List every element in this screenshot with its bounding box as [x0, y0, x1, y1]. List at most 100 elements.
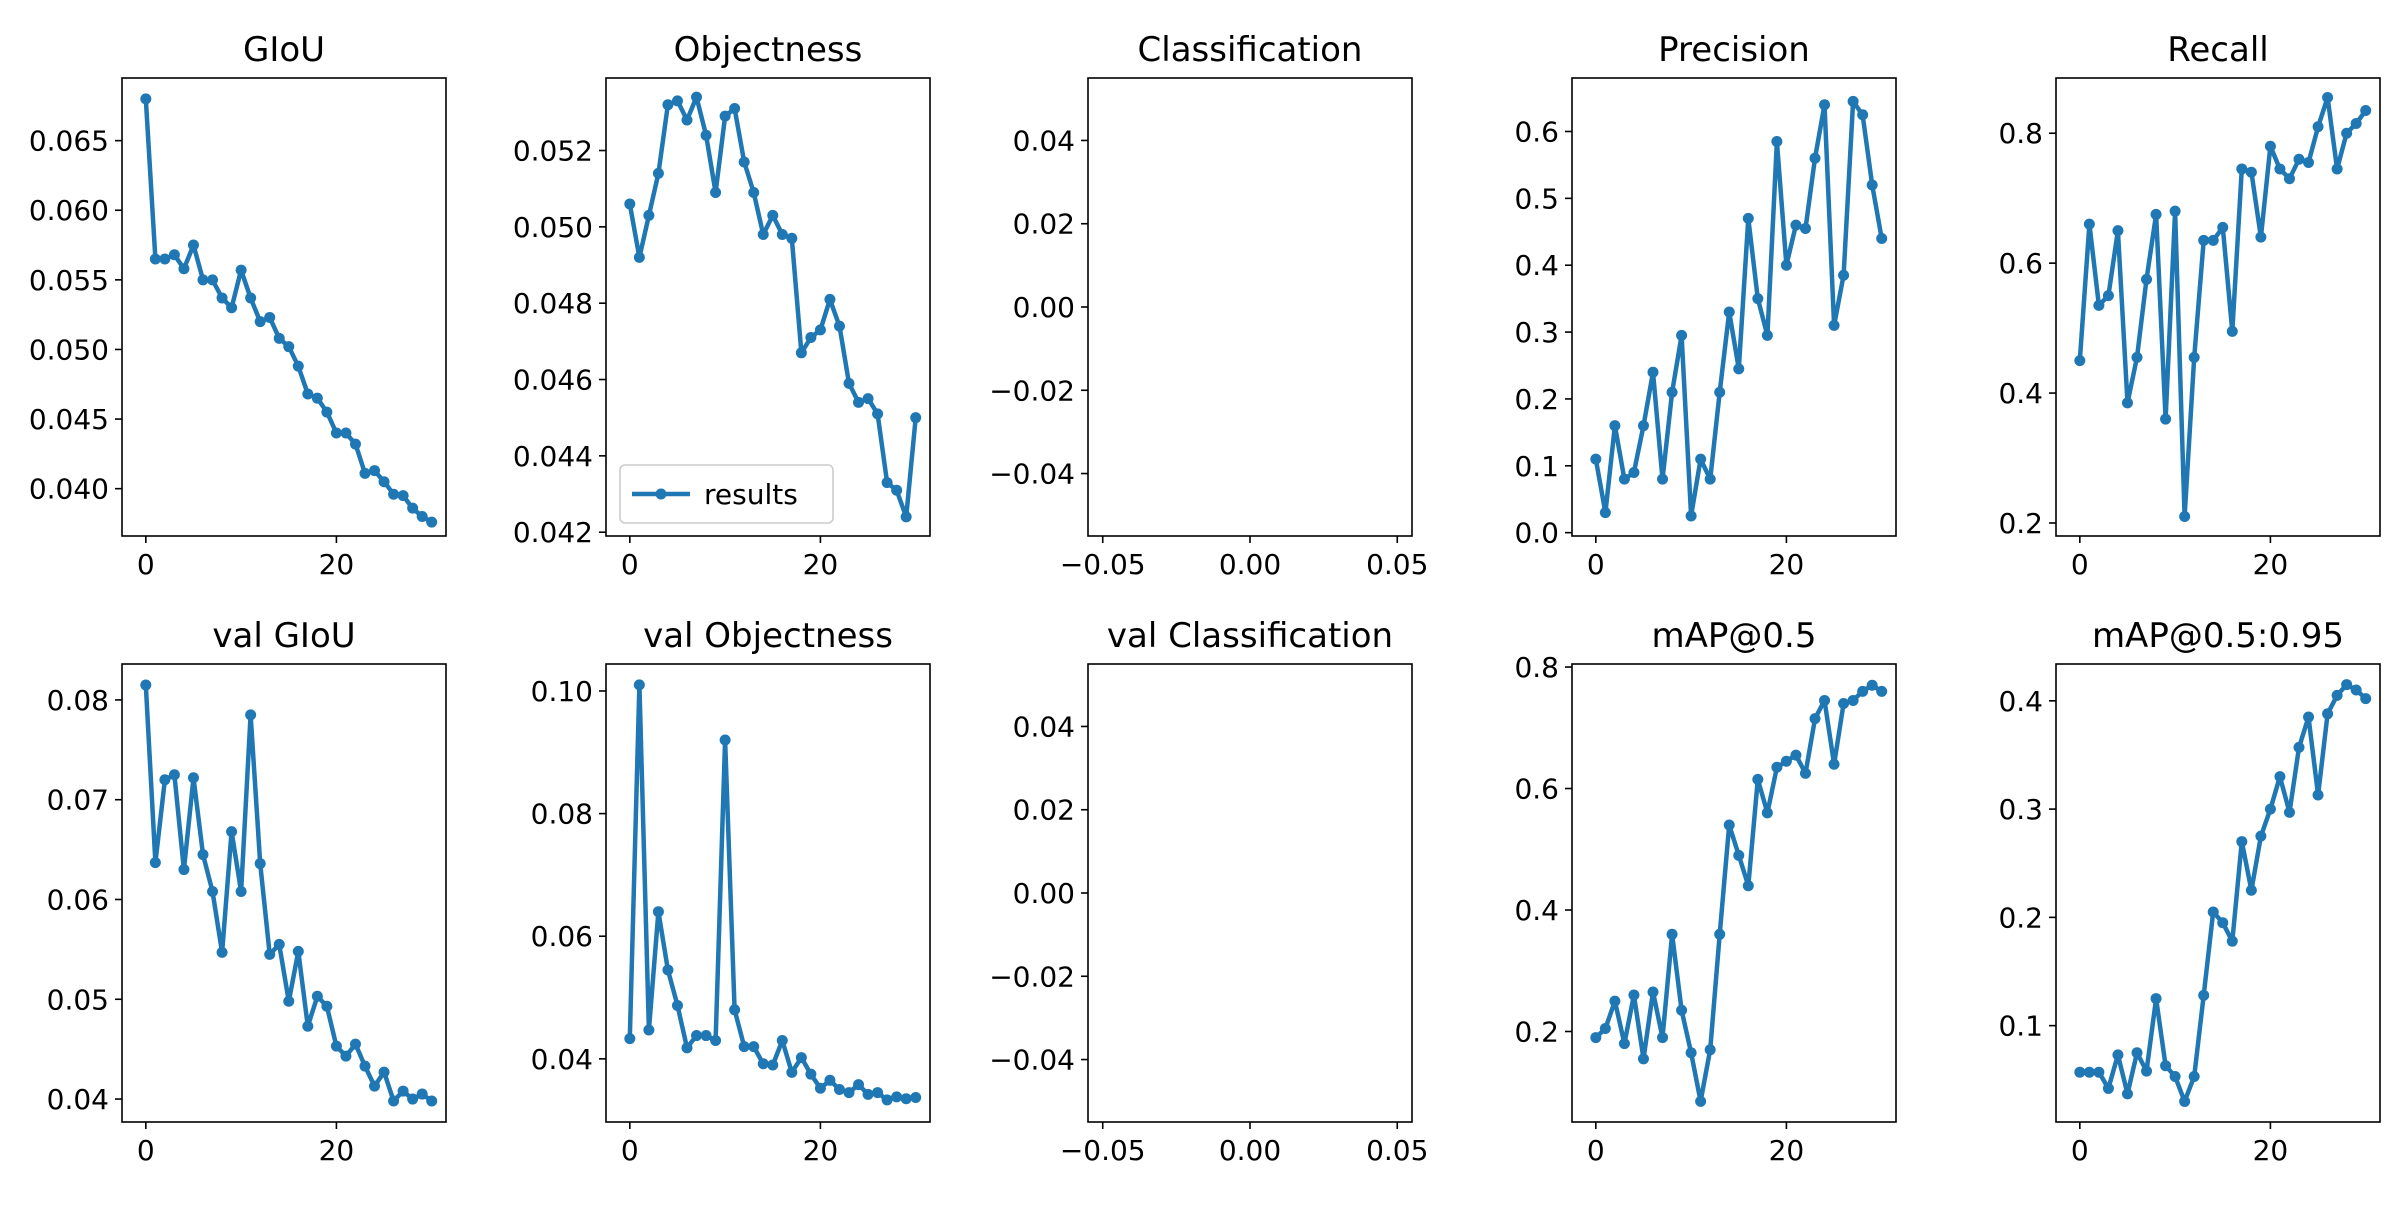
data-point — [178, 263, 190, 275]
data-point — [2207, 906, 2219, 918]
y-tick-label: 0.065 — [29, 125, 109, 158]
y-tick-label: 0.2 — [1998, 901, 2043, 934]
x-tick-label: 0 — [621, 1134, 639, 1167]
data-point — [700, 129, 712, 141]
data-point — [397, 490, 409, 502]
x-tick-label: 20 — [803, 1134, 839, 1167]
subplot-val-giou: val GIoU 0.04 0.05 0.06 0.07 0.08 0 20 — [47, 616, 447, 1167]
series-line — [627, 94, 918, 520]
data-point — [2331, 689, 2343, 701]
data-point — [748, 187, 760, 198]
data-point — [1771, 761, 1783, 773]
data-point — [710, 187, 722, 198]
data-point — [805, 1068, 817, 1080]
data-point — [207, 274, 219, 286]
data-point — [349, 438, 361, 450]
x-tick-label: 20 — [2253, 548, 2289, 581]
x-tick-label: 20 — [319, 548, 355, 581]
data-point — [776, 228, 788, 240]
data-point — [1714, 386, 1726, 398]
data-point — [872, 408, 884, 420]
data-point — [691, 91, 703, 103]
data-point — [311, 392, 323, 404]
data-point — [426, 1095, 438, 1107]
x-tick-label: 0.05 — [1366, 548, 1428, 581]
data-point — [891, 484, 903, 496]
data-point — [416, 511, 428, 523]
data-point — [633, 679, 645, 691]
data-point — [767, 1059, 779, 1071]
data-point — [2236, 836, 2248, 848]
data-point — [1637, 420, 1649, 432]
data-point — [311, 990, 323, 1002]
data-point — [159, 253, 171, 265]
data-point — [671, 95, 683, 107]
data-point — [388, 488, 400, 500]
data-point — [1647, 366, 1659, 378]
data-point — [1723, 306, 1735, 318]
data-point — [1618, 473, 1630, 485]
y-tick-label: 0.06 — [47, 883, 109, 916]
y-tick-label: 0.3 — [1998, 793, 2043, 826]
x-tick-label: 20 — [1769, 548, 1805, 581]
data-point — [321, 406, 333, 418]
data-point — [1714, 928, 1726, 940]
data-point — [216, 946, 228, 958]
data-point — [1819, 99, 1831, 111]
data-point — [2264, 140, 2276, 152]
data-point — [1695, 1095, 1707, 1107]
y-tick-label: −0.02 — [989, 960, 1075, 993]
y-tick-label: 0.1 — [1998, 1010, 2043, 1043]
data-point — [2341, 679, 2353, 691]
x-tick-label: 0.00 — [1219, 1134, 1281, 1167]
y-tick-label: 0.00 — [1013, 291, 1075, 324]
data-point — [168, 249, 180, 261]
data-point — [388, 1095, 400, 1107]
data-point — [2112, 1049, 2124, 1061]
data-point — [340, 1050, 352, 1062]
data-point — [624, 1033, 636, 1045]
subplot-precision: Precision 0.0 0.1 0.2 0.3 0.4 0.5 0.6 0 20 — [1514, 30, 1897, 581]
data-point — [2312, 789, 2324, 801]
data-point — [2083, 1066, 2095, 1078]
data-point — [2217, 221, 2229, 233]
data-point — [235, 886, 247, 898]
subplot-recall: Recall 0.2 0.4 0.6 0.8 0 20 — [1998, 30, 2381, 581]
subplot-title: mAP@0.5:0.95 — [2092, 616, 2344, 656]
data-point — [1704, 1044, 1716, 1056]
data-point — [1847, 95, 1859, 107]
data-point — [2303, 156, 2315, 168]
data-point — [2341, 127, 2353, 139]
data-point — [1666, 386, 1678, 398]
y-tick-label: 0.02 — [1013, 794, 1075, 827]
data-point — [1676, 1004, 1688, 1016]
y-tick-label: 0.5 — [1514, 182, 1559, 215]
data-point — [624, 198, 636, 210]
data-point — [633, 251, 645, 263]
data-point — [2303, 711, 2315, 723]
data-point — [359, 1060, 371, 1072]
data-point — [2179, 511, 2191, 523]
data-point — [1742, 880, 1754, 892]
y-tick-label: 0.4 — [1998, 685, 2043, 718]
data-point — [2131, 351, 2143, 363]
data-point — [2283, 806, 2295, 818]
data-point — [254, 316, 266, 328]
data-point — [843, 377, 855, 389]
x-tick-label: −0.05 — [1060, 1134, 1146, 1167]
data-point — [853, 1079, 865, 1091]
data-point — [1590, 453, 1602, 465]
data-point — [662, 99, 674, 111]
data-point — [378, 1066, 390, 1078]
data-point — [900, 511, 912, 523]
y-tick-label: 0.2 — [1514, 1015, 1559, 1048]
data-point — [2150, 993, 2162, 1005]
data-point — [416, 1088, 428, 1100]
data-point — [738, 1041, 750, 1053]
data-point — [862, 393, 874, 405]
data-point — [1838, 269, 1850, 281]
x-tick-label: 20 — [1769, 1134, 1805, 1167]
x-tick-label: 0 — [621, 548, 639, 581]
axes-frame — [121, 663, 447, 1123]
x-tick-label: 0.00 — [1219, 548, 1281, 581]
